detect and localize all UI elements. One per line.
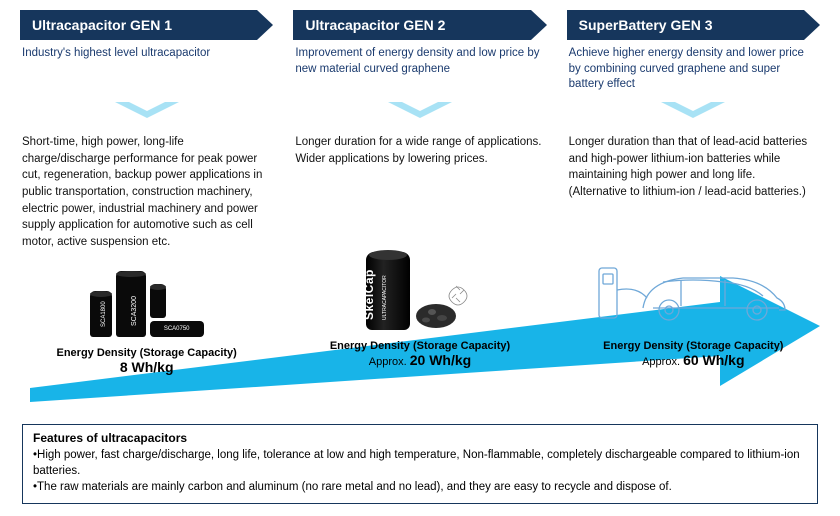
- gen2-subtitle: Improvement of energy density and low pr…: [293, 46, 546, 94]
- energy-label: Energy Density (Storage Capacity): [567, 340, 820, 352]
- gen2-title: Ultracapacitor GEN 2: [293, 10, 530, 40]
- gen3-description: Longer duration than that of lead-acid b…: [567, 134, 820, 244]
- energy-value: 8 Wh/kg: [120, 359, 174, 375]
- gen3-energy: Energy Density (Storage Capacity) Approx…: [567, 340, 820, 368]
- chevron-right-icon: [257, 10, 273, 40]
- chevron-down-icon: [20, 102, 273, 124]
- features-line: •The raw materials are mainly carbon and…: [33, 479, 807, 495]
- gen3-subtitle: Achieve higher energy density and lower …: [567, 46, 820, 94]
- gen2-illustration: SkelCap ULTRACAPACITOR: [293, 244, 546, 334]
- gen1-description: Short-time, high power, long-life charge…: [20, 134, 273, 251]
- gen1-subtitle: Industry's highest level ultracapacitor: [20, 46, 273, 94]
- gen1-energy: Energy Density (Storage Capacity) 8 Wh/k…: [20, 347, 273, 375]
- gen3-title: SuperBattery GEN 3: [567, 10, 804, 40]
- generation-columns: Ultracapacitor GEN 1 Industry's highest …: [0, 0, 840, 375]
- energy-value: 20 Wh/kg: [410, 352, 471, 368]
- energy-label: Energy Density (Storage Capacity): [293, 340, 546, 352]
- cap-label: SCA1800: [101, 301, 107, 327]
- chevron-down-icon: [567, 102, 820, 124]
- skelcap-icon: SkelCap ULTRACAPACITOR: [366, 252, 410, 330]
- gen1-header: Ultracapacitor GEN 1: [20, 10, 273, 40]
- energy-value: 60 Wh/kg: [683, 352, 744, 368]
- graphene-icon: [414, 280, 474, 330]
- chevron-right-icon: [531, 10, 547, 40]
- features-title: Features of ultracapacitors: [33, 431, 807, 445]
- gen2-description: Longer duration for a wide range of appl…: [293, 134, 546, 244]
- gen3-header: SuperBattery GEN 3: [567, 10, 820, 40]
- gen2-column: Ultracapacitor GEN 2 Improvement of ener…: [293, 10, 546, 375]
- skelcap-sub: ULTRACAPACITOR: [382, 275, 388, 320]
- energy-label: Energy Density (Storage Capacity): [20, 347, 273, 359]
- skelcap-brand: SkelCap: [362, 269, 376, 320]
- gen1-column: Ultracapacitor GEN 1 Industry's highest …: [20, 10, 273, 375]
- gen1-title: Ultracapacitor GEN 1: [20, 10, 257, 40]
- cap-label: SCA3200: [131, 296, 138, 326]
- features-line: •High power, fast charge/discharge, long…: [33, 447, 807, 479]
- cap-label: SCA0750: [164, 326, 190, 332]
- features-box: Features of ultracapacitors •High power,…: [22, 424, 818, 504]
- gen3-illustration: [567, 244, 820, 334]
- chevron-down-icon: [293, 102, 546, 124]
- gen2-energy: Energy Density (Storage Capacity) Approx…: [293, 340, 546, 368]
- gen1-illustration: SCA1800 SCA3200 SCA0750: [20, 251, 273, 341]
- gen3-column: SuperBattery GEN 3 Achieve higher energy…: [567, 10, 820, 375]
- ev-charging-icon: [593, 250, 793, 330]
- chevron-right-icon: [804, 10, 820, 40]
- gen2-header: Ultracapacitor GEN 2: [293, 10, 546, 40]
